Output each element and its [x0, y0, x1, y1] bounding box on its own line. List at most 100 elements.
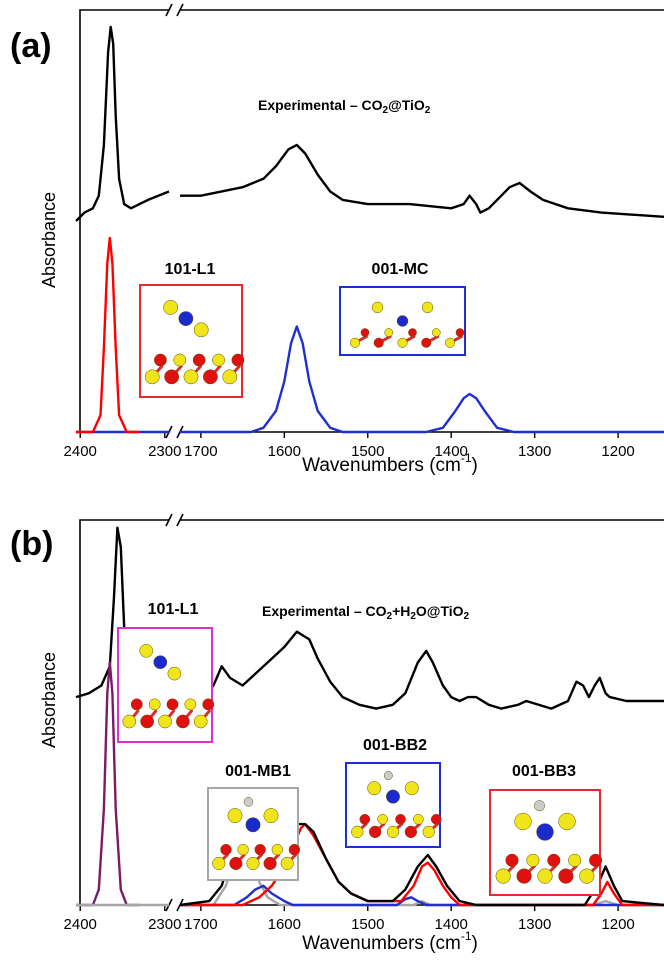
atom: [176, 715, 189, 728]
atom: [385, 328, 393, 336]
atom: [534, 801, 545, 812]
x-axis-label: Wavenumbers (cm-1): [302, 451, 478, 476]
atom: [559, 813, 576, 830]
axis-break: [166, 4, 183, 16]
atom: [213, 857, 226, 870]
atom: [140, 644, 153, 657]
spectrum-line: [76, 27, 664, 221]
atom: [517, 869, 532, 884]
x-tick-label: 1600: [268, 916, 301, 933]
inset-label: 001-BB2: [363, 737, 427, 754]
x-axis-label-part: -1: [461, 929, 472, 943]
atom: [203, 699, 214, 710]
structure-inset: 001-MB1: [208, 763, 300, 880]
atom: [264, 857, 277, 870]
x-axis-label: Wavenumbers (cm-1): [302, 929, 478, 954]
atom: [194, 323, 208, 337]
x-axis-label-part: ): [472, 933, 478, 954]
atom: [515, 813, 532, 830]
atom: [247, 857, 260, 870]
atom: [579, 869, 594, 884]
atom: [123, 715, 136, 728]
atom: [395, 814, 405, 824]
atom: [255, 844, 266, 855]
atom: [369, 826, 381, 838]
figure: 24002300170016001500140013001200(a)Absor…: [0, 0, 664, 961]
atom: [264, 808, 278, 822]
annotation-part: Experimental – CO: [258, 97, 383, 113]
atom: [506, 854, 519, 867]
annotation-part: +H: [392, 603, 410, 619]
annotation-part: @TiO: [388, 97, 425, 113]
x-tick-label: 2300: [148, 443, 181, 460]
inset-label: 001-BB3: [512, 763, 576, 780]
atom: [158, 715, 171, 728]
atom: [421, 338, 431, 348]
atom: [422, 302, 433, 313]
x-tick-label: 2400: [64, 916, 97, 933]
atom: [221, 844, 232, 855]
x-tick-label: 1200: [601, 916, 634, 933]
atom: [432, 328, 440, 336]
structure-inset: 101-L1: [118, 601, 214, 742]
x-tick-label: 1700: [184, 916, 217, 933]
x-tick-label: 2300: [148, 916, 181, 933]
x-tick-label: 1500: [351, 916, 384, 933]
atom: [145, 370, 159, 384]
atom: [413, 814, 423, 824]
atom: [384, 771, 392, 779]
structure-inset: 001-BB2: [346, 737, 441, 847]
x-tick-label: 1700: [184, 443, 217, 460]
atom: [163, 300, 177, 314]
atom: [238, 844, 249, 855]
atom: [232, 354, 244, 366]
atom: [496, 869, 511, 884]
atom: [456, 328, 464, 336]
atom: [408, 328, 416, 336]
atom: [367, 781, 380, 794]
atom: [527, 854, 540, 867]
atom: [185, 699, 196, 710]
atom: [272, 844, 283, 855]
atom: [398, 338, 408, 348]
annotation-part: Experimental – CO: [262, 603, 387, 619]
atom: [537, 824, 554, 841]
atom: [397, 316, 408, 327]
y-axis-label: Absorbance: [39, 192, 59, 288]
atom: [589, 854, 602, 867]
inset-label: 001-MC: [372, 261, 429, 278]
atom: [372, 302, 383, 313]
x-tick-label: 1300: [518, 916, 551, 933]
x-tick-label: 1200: [601, 443, 634, 460]
atom: [230, 857, 243, 870]
annotation-part: 2: [464, 611, 470, 622]
annotation: Experimental – CO2@TiO2: [258, 97, 431, 116]
atom: [154, 354, 166, 366]
structure-inset: 001-MC: [340, 261, 465, 355]
atom: [164, 370, 178, 384]
atom: [184, 370, 198, 384]
structure-inset: 001-BB3: [490, 763, 602, 895]
atom: [568, 854, 581, 867]
atom: [244, 797, 253, 806]
atom: [548, 854, 561, 867]
atom: [179, 311, 193, 325]
x-axis-label-part: ): [472, 455, 478, 476]
atom: [246, 818, 260, 832]
atom: [289, 844, 300, 855]
x-axis-label-part: -1: [461, 451, 472, 465]
x-tick-label: 1600: [268, 443, 301, 460]
x-axis-label-part: Wavenumbers (cm: [302, 933, 461, 954]
panel-label: (a): [10, 27, 52, 65]
atom: [386, 790, 399, 803]
annotation: Experimental – CO2+H2O@TiO2: [262, 603, 470, 622]
atom: [374, 338, 384, 348]
atom: [538, 869, 553, 884]
atom: [194, 715, 207, 728]
atom: [351, 826, 363, 838]
inset-label: 101-L1: [165, 261, 216, 278]
x-tick-label: 1300: [518, 443, 551, 460]
atom: [149, 699, 160, 710]
structure-inset: 101-L1: [140, 261, 244, 397]
atom: [387, 826, 399, 838]
